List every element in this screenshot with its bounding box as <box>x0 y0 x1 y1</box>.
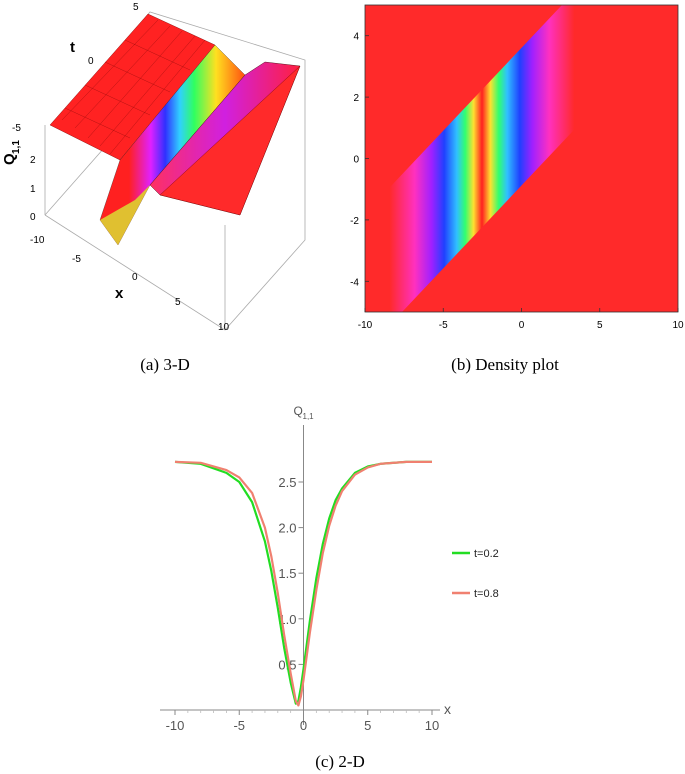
density-plot: -10 -5 0 5 10 4 2 0 -2 -4 <box>350 4 684 331</box>
t-tick: 5 <box>133 2 139 13</box>
x-tick-label: -5 <box>233 718 245 733</box>
panel-density: -10 -5 0 5 10 4 2 0 -2 -4 <box>340 0 685 340</box>
svg-text:1,1: 1,1 <box>11 140 22 154</box>
density-x-tick-label: 10 <box>672 320 684 331</box>
z-axis-label: Q 1,1 <box>1 140 22 165</box>
y-tick-label: 1.5 <box>278 566 296 581</box>
x-tick: 0 <box>132 272 138 283</box>
z-tick: 1 <box>30 184 36 195</box>
density-y-tick-label: 2 <box>353 93 359 104</box>
line-chart-series <box>174 460 432 707</box>
density-trough-band <box>365 5 678 312</box>
density-y-tick-label: -4 <box>350 277 359 288</box>
legend-label: t=0.8 <box>474 588 499 600</box>
x-tick: 10 <box>218 322 230 333</box>
y-axis-label-sub: 1,1 <box>303 412 315 421</box>
x-tick-label: 10 <box>425 718 439 733</box>
caption-a: (a) 3-D <box>140 355 190 374</box>
x-axis-label: x <box>115 285 124 302</box>
caption-b: (b) Density plot <box>451 355 559 374</box>
density-x-tick-label: 0 <box>519 320 525 331</box>
x-tick: -10 <box>30 235 45 246</box>
panel-3d: -5 0 1 2 5 0 -10 -5 0 5 10 t x Q 1,1 <box>0 0 330 340</box>
y-tick-label: 2.0 <box>278 521 296 536</box>
z-tick: 2 <box>30 155 36 166</box>
x-axis-label: x <box>444 701 451 717</box>
series-line-t-0-8 <box>174 460 432 707</box>
series-line-t-0-2 <box>174 460 432 705</box>
surface-3d-plot: -5 0 1 2 5 0 -10 -5 0 5 10 t x Q 1,1 <box>1 2 306 333</box>
density-ticks: -10 -5 0 5 10 4 2 0 -2 -4 <box>350 32 684 331</box>
x-tick: 5 <box>175 297 181 308</box>
z-tick: 0 <box>30 212 36 223</box>
legend-label: t=0.2 <box>474 548 499 560</box>
y-axis-label: Q <box>294 404 303 418</box>
x-tick-label: 0 <box>300 718 307 733</box>
density-y-tick-label: 4 <box>353 32 359 43</box>
caption-c: (c) 2-D <box>315 752 365 771</box>
panel-2d: -10 -5 0 5 10 0.5 1.0 1.5 2.0 2.5 x Q 1,1 t=0.2 t=0.8 <box>150 395 660 745</box>
z-tick-top: -5 <box>12 123 21 134</box>
x-tick-label: 5 <box>364 718 371 733</box>
svg-text:Q: Q <box>1 153 18 165</box>
density-x-tick-label: 5 <box>597 320 603 331</box>
density-x-tick-label: -10 <box>358 320 373 331</box>
t-tick: 0 <box>88 56 94 67</box>
x-tick: -5 <box>72 254 81 265</box>
density-y-tick-label: 0 <box>353 155 359 166</box>
density-x-tick-label: -5 <box>439 320 448 331</box>
surface-front-edge <box>100 185 150 245</box>
line-chart-2d: -10 -5 0 5 100.51.01.52.02.5xQ 1,1 t=0.2t=0.8 <box>160 404 499 733</box>
t-axis-label: t <box>70 39 75 56</box>
x-tick-label: -10 <box>166 718 185 733</box>
y-tick-label: 2.5 <box>278 475 296 490</box>
mesh-lines <box>61 19 206 155</box>
line-chart-legend: t=0.2 t=0.8 <box>452 548 499 600</box>
line-chart-axes: -10 -5 0 5 100.51.01.52.02.5xQ 1,1 <box>160 404 451 733</box>
surface-right-plateau <box>159 65 301 216</box>
density-y-tick-label: -2 <box>350 216 359 227</box>
